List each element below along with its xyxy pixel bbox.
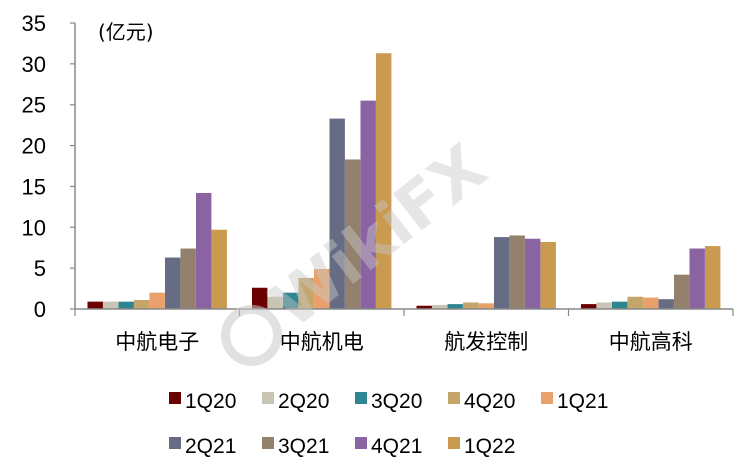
bar [416, 305, 432, 309]
bar [509, 235, 525, 309]
y-tick-label: 0 [34, 297, 46, 322]
bar [196, 192, 212, 309]
legend-label: 2Q20 [278, 390, 329, 413]
unit-label: (亿元) [98, 20, 154, 44]
bar [283, 292, 299, 309]
bar [211, 229, 227, 309]
bar [103, 301, 119, 309]
y-tick-label: 10 [22, 215, 46, 240]
wikifx-logo-icon [220, 304, 282, 366]
bar [360, 100, 376, 309]
bar [674, 274, 690, 309]
bar [118, 301, 134, 309]
category-label: 中航电子 [115, 330, 199, 354]
bar [149, 292, 165, 309]
legend-swatch [355, 437, 367, 449]
bar [494, 237, 510, 309]
bar [267, 296, 283, 309]
bar [525, 238, 541, 309]
bar [612, 301, 628, 309]
legend: 1Q20 2Q20 3Q20 4Q20 1Q21 2Q21 3Q21 4Q21 1Q22 [169, 390, 608, 458]
bar [596, 302, 612, 309]
legend-label: 4Q20 [464, 390, 515, 413]
bar [432, 304, 448, 309]
bar [627, 296, 643, 309]
bars-layer [87, 53, 721, 310]
y-tick-label: 30 [22, 52, 46, 77]
category-label: 中航高科 [609, 330, 693, 354]
legend-label: 1Q22 [464, 435, 515, 458]
legend-label: 1Q20 [185, 390, 236, 413]
y-tick-label: 25 [22, 93, 46, 118]
bar [447, 304, 463, 309]
bar [705, 246, 721, 309]
bar [689, 248, 705, 309]
legend-swatch [448, 437, 460, 449]
bar [329, 118, 345, 309]
y-tick-label: 20 [22, 134, 46, 159]
legend-swatch [355, 392, 367, 404]
bar [345, 159, 361, 309]
legend-label: 4Q21 [371, 435, 422, 458]
axes-layer: 0 5 10 15 20 25 30 35 中航电子 中航机电 航发控制 中航高科 [22, 11, 734, 354]
legend-label: 3Q20 [371, 390, 422, 413]
y-tick-label: 35 [22, 11, 46, 36]
bar [252, 287, 268, 309]
bar [180, 248, 196, 309]
bar [314, 268, 330, 309]
legend-label: 2Q21 [185, 435, 236, 458]
bar [478, 303, 494, 309]
y-tick-label: 15 [22, 174, 46, 199]
bar [165, 257, 181, 309]
bar [643, 297, 659, 309]
legend-label: 1Q21 [557, 390, 608, 413]
bar [376, 53, 392, 310]
category-label: 中航机电 [280, 330, 364, 354]
legend-swatch [448, 392, 460, 404]
legend-swatch [169, 392, 181, 404]
bar [298, 277, 314, 309]
bar [134, 300, 150, 309]
category-label: 航发控制 [444, 330, 528, 354]
bar [658, 299, 674, 309]
legend-label: 3Q21 [278, 435, 329, 458]
bar [540, 241, 556, 309]
bar [581, 304, 597, 309]
legend-swatch [541, 392, 553, 404]
bar [463, 302, 479, 309]
legend-swatch [262, 437, 274, 449]
legend-swatch [169, 437, 181, 449]
y-tick-label: 5 [34, 256, 46, 281]
bar [87, 301, 103, 309]
legend-swatch [262, 392, 274, 404]
